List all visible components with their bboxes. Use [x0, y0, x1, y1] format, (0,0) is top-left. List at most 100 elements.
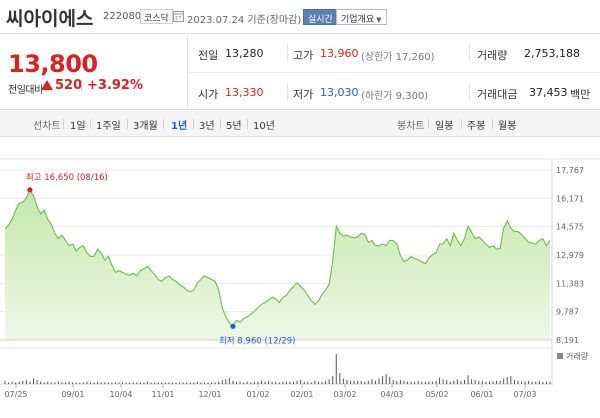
volume-bar — [232, 380, 234, 384]
volume-bar — [43, 382, 45, 384]
volume-bar — [335, 354, 337, 384]
volume-bar — [18, 381, 20, 384]
period-3y[interactable]: 3년 — [199, 121, 215, 132]
y-tick-label: 12,979 — [556, 251, 584, 260]
volume-bar — [214, 382, 216, 384]
y-tick-label: 9,787 — [556, 308, 579, 317]
high-marker — [27, 187, 33, 193]
volume-bar — [146, 381, 148, 384]
volume-bar — [303, 381, 305, 384]
volume-bar — [264, 381, 266, 384]
x-tick-label: 07/25 — [4, 390, 27, 399]
volume-bar — [353, 380, 355, 384]
volume-bar — [97, 381, 99, 384]
period-3m[interactable]: 3개월 — [133, 121, 158, 132]
x-tick-label: 12/01 — [198, 390, 221, 399]
volume-bar — [289, 381, 291, 384]
line-chart-label: 선차트 — [33, 121, 61, 132]
volume-bar — [492, 381, 494, 384]
volume-bar — [300, 380, 302, 384]
volume-bar — [107, 382, 109, 384]
price-area — [5, 189, 550, 340]
volume-legend-swatch — [557, 353, 563, 359]
stock-header — [0, 0, 600, 34]
period-bar — [0, 111, 600, 137]
volume-bar — [239, 381, 241, 384]
candle-weekly[interactable]: 주봉 — [467, 121, 486, 132]
chart-annotations: 최고 16,650 (08/16) 최저 8,960 (12/29) — [26, 172, 296, 347]
volume-bar — [139, 382, 141, 384]
x-tick-label: 03/02 — [333, 390, 356, 399]
volume-bar — [471, 379, 473, 384]
candle-daily[interactable]: 일봉 — [435, 121, 454, 132]
volume-value: 2,753,188 — [524, 47, 580, 60]
volume-bar — [93, 382, 95, 384]
period-1w[interactable]: 1주일 — [96, 121, 121, 132]
period-1y[interactable]: 1년 — [171, 121, 188, 132]
volume-bar — [54, 382, 56, 384]
volume-bar — [342, 378, 344, 384]
y-tick-label: 16,171 — [556, 194, 584, 203]
prev-close-label: 전일 — [198, 49, 219, 62]
high-value: 13,960 — [320, 47, 359, 60]
volume-bar — [474, 380, 476, 384]
volume-bar — [36, 380, 38, 384]
volume-bar — [339, 372, 341, 384]
x-tick-label: 07/03 — [513, 390, 536, 399]
x-tick-label: 04/03 — [380, 390, 403, 399]
volume-bar — [132, 382, 134, 384]
divider — [193, 119, 194, 129]
price-chart[interactable]: 최고 16,650 (08/16) 최저 8,960 (12/29) 17,767… — [0, 150, 600, 418]
volume-bar — [211, 382, 213, 384]
realtime-button[interactable]: 실시간 — [303, 9, 338, 25]
volume-bar — [61, 382, 63, 384]
period-10y[interactable]: 10년 — [253, 121, 275, 132]
volume-bar — [317, 381, 319, 384]
candle-monthly[interactable]: 월봉 — [498, 121, 517, 132]
x-tick-label: 02/01 — [290, 390, 313, 399]
volume-label: 거래량 — [477, 49, 508, 62]
volume-bar — [278, 382, 280, 384]
volume-bar — [168, 382, 170, 384]
x-tick-label: 05/02 — [425, 390, 448, 399]
amount-value: 37,453 — [529, 86, 568, 99]
volume-bar — [424, 381, 426, 384]
volume-bar — [11, 381, 13, 384]
volume-bar — [250, 382, 252, 384]
company-overview-button[interactable]: 기업개요 ▼ — [336, 9, 387, 25]
volume-bar — [328, 379, 330, 384]
y-tick-label: 14,575 — [556, 223, 584, 232]
low-label: 최저 8,960 (12/29) — [219, 335, 296, 346]
volume-bar — [446, 380, 448, 384]
lower-limit: (하한가 9,300) — [361, 91, 429, 102]
volume-bar — [32, 378, 34, 384]
change-percent: +3.92% — [87, 78, 143, 93]
divider — [247, 119, 248, 129]
volume-bar — [193, 382, 195, 384]
volume-bar — [325, 380, 327, 384]
volume-bar — [310, 382, 312, 384]
divider — [287, 44, 288, 62]
volume-bar — [207, 382, 209, 384]
volume-bar — [182, 382, 184, 384]
volume-bar — [225, 379, 227, 384]
volume-bar — [218, 381, 220, 384]
volume-bar — [521, 381, 523, 384]
volume-bar — [257, 381, 259, 384]
company-overview-label: 기업개요 — [341, 15, 375, 25]
volume-bar — [535, 381, 537, 384]
volume-bar — [414, 381, 416, 384]
period-5y[interactable]: 5년 — [226, 121, 242, 132]
volume-bar — [285, 381, 287, 384]
amount-label: 거래대금 — [477, 88, 518, 101]
amount-unit: 백만 — [570, 88, 591, 101]
volume-bar — [164, 382, 166, 384]
period-1d[interactable]: 1일 — [70, 121, 86, 132]
volume-bar — [456, 379, 458, 384]
y-tick-label: 17,767 — [556, 166, 584, 175]
volume-bar — [89, 382, 91, 384]
divider — [461, 119, 462, 129]
volume-legend-label: 거래량 — [566, 351, 589, 361]
volume-bar — [367, 380, 369, 384]
volume-bar — [275, 381, 277, 384]
